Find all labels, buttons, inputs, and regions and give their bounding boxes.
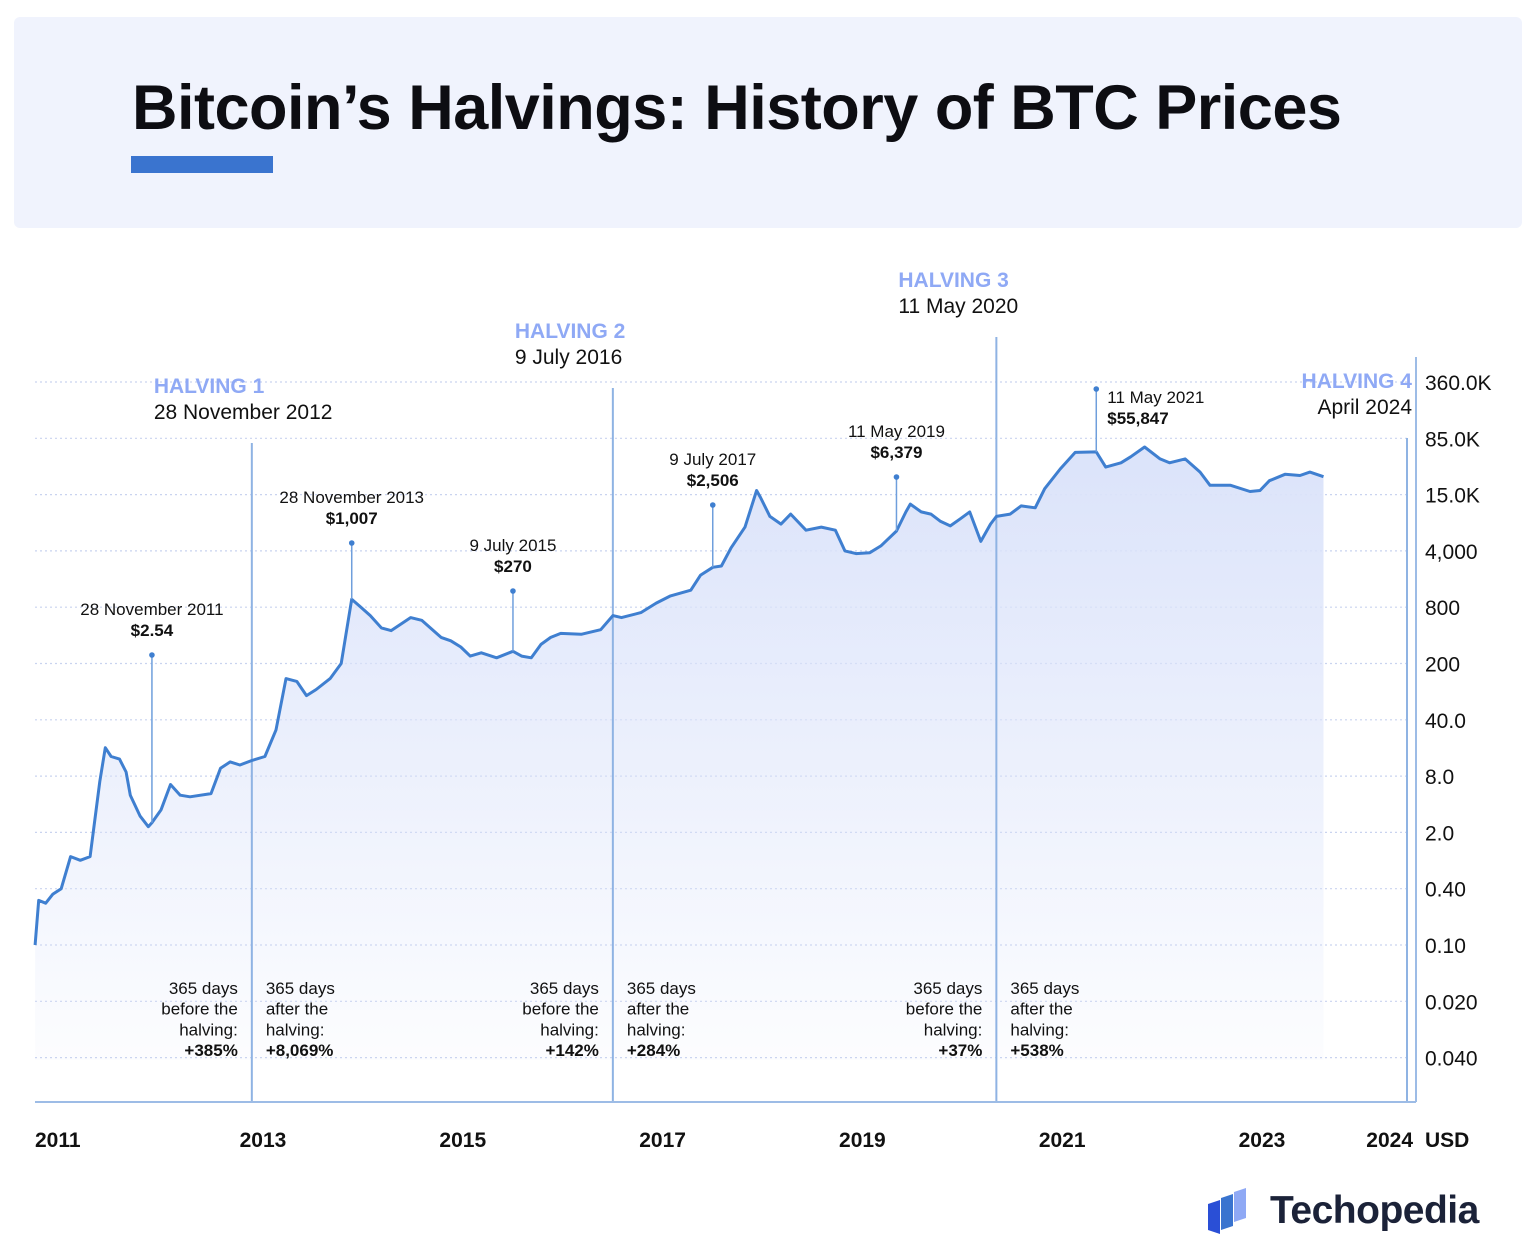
x-tick-label: 2015 bbox=[439, 1129, 486, 1152]
y-tick-label: 15.0K bbox=[1425, 485, 1480, 508]
y-tick-label: 0.020 bbox=[1425, 991, 1478, 1014]
period-note-line: before the bbox=[161, 1000, 238, 1019]
period-note-line: 365 days bbox=[1010, 979, 1079, 998]
annotation-price: $55,847 bbox=[1107, 409, 1168, 428]
period-note-line: after the bbox=[1010, 1000, 1072, 1019]
annotation-price: $1,007 bbox=[326, 509, 378, 528]
annotation-dot bbox=[348, 540, 355, 546]
annotation-price: $6,379 bbox=[870, 443, 922, 462]
title-band bbox=[14, 17, 1522, 228]
period-note-line: 365 days bbox=[530, 979, 599, 998]
period-note-line: +284% bbox=[627, 1041, 680, 1060]
annotation-date: 11 May 2021 bbox=[1107, 388, 1204, 407]
x-tick-label: 2023 bbox=[1239, 1129, 1286, 1152]
x-tick-label: 2013 bbox=[240, 1129, 287, 1152]
period-note-line: halving: bbox=[540, 1020, 599, 1039]
annotation-date: 9 July 2015 bbox=[469, 536, 556, 555]
y-tick-label: 0.40 bbox=[1425, 879, 1466, 902]
x-tick-label: 2021 bbox=[1039, 1129, 1086, 1152]
y-tick-label: 4,000 bbox=[1425, 541, 1478, 564]
halving-label: HALVING 1 bbox=[154, 375, 265, 398]
annotation-dot bbox=[893, 474, 900, 480]
halving-date: 11 May 2020 bbox=[898, 295, 1018, 318]
period-note-line: after the bbox=[266, 1000, 328, 1019]
y-tick-label: 360.0K bbox=[1425, 372, 1492, 395]
period-note-line: +8,069% bbox=[266, 1041, 334, 1060]
halving-date: 9 July 2016 bbox=[515, 346, 622, 369]
page-title: Bitcoin’s Halvings: History of BTC Price… bbox=[132, 73, 1342, 143]
annotation-price: $270 bbox=[494, 557, 532, 576]
x-tick-label: 2017 bbox=[639, 1129, 686, 1152]
annotation-date: 28 November 2011 bbox=[80, 600, 223, 619]
y-tick-label: 200 bbox=[1425, 654, 1460, 677]
annotation-price: $2,506 bbox=[687, 471, 739, 490]
annotation-dot bbox=[149, 652, 155, 658]
y-tick-label: 8.0 bbox=[1425, 766, 1454, 789]
halving-date: April 2024 bbox=[1317, 396, 1412, 419]
x-tick-label: 2011 bbox=[35, 1129, 81, 1152]
techopedia-logo-icon bbox=[1208, 1188, 1246, 1234]
halving-label: HALVING 3 bbox=[898, 269, 1008, 292]
period-note-line: 365 days bbox=[913, 979, 982, 998]
annotation-date: 9 July 2017 bbox=[669, 450, 756, 469]
period-note-line: halving: bbox=[627, 1020, 686, 1039]
period-note-line: 365 days bbox=[627, 979, 696, 998]
y-tick-label: 85.0K bbox=[1425, 428, 1480, 451]
period-note-line: before the bbox=[522, 1000, 599, 1019]
y-tick-label: 2.0 bbox=[1425, 822, 1454, 845]
period-note-line: before the bbox=[906, 1000, 983, 1019]
halving-label: HALVING 2 bbox=[515, 320, 625, 343]
halving-date: 28 November 2012 bbox=[154, 401, 333, 424]
period-note-line: 365 days bbox=[169, 979, 238, 998]
y-tick-label: 0.040 bbox=[1425, 1048, 1478, 1071]
annotation-dot bbox=[709, 502, 716, 508]
y-tick-label: 40.0 bbox=[1425, 710, 1466, 733]
period-note-line: halving: bbox=[179, 1020, 238, 1039]
annotation-dot bbox=[1093, 386, 1100, 392]
period-note-line: +538% bbox=[1010, 1041, 1063, 1060]
period-note-line: halving: bbox=[266, 1020, 325, 1039]
period-note-line: 365 days bbox=[266, 979, 335, 998]
period-note-line: +142% bbox=[545, 1041, 598, 1060]
y-unit-label: USD bbox=[1425, 1129, 1469, 1152]
price-line bbox=[33, 445, 1324, 946]
annotation-date: 28 November 2013 bbox=[279, 488, 424, 507]
title-accent-bar bbox=[131, 156, 273, 173]
period-note-line: +385% bbox=[184, 1041, 237, 1060]
techopedia-logo-text: Techopedia bbox=[1270, 1189, 1479, 1232]
y-tick-label: 800 bbox=[1425, 597, 1460, 620]
annotation-date: 11 May 2019 bbox=[848, 422, 945, 441]
techopedia-logo: Techopedia bbox=[1206, 1186, 1479, 1236]
annotation-dot bbox=[510, 588, 516, 594]
period-note-line: after the bbox=[627, 1000, 689, 1019]
period-note-line: halving: bbox=[924, 1020, 983, 1039]
x-tick-label: 2024 bbox=[1366, 1129, 1413, 1152]
price-area bbox=[35, 447, 1324, 1060]
period-note-line: halving: bbox=[1010, 1020, 1069, 1039]
y-tick-label: 0.10 bbox=[1425, 935, 1466, 958]
x-tick-label: 2019 bbox=[839, 1129, 886, 1152]
annotation-price: $2.54 bbox=[131, 621, 174, 640]
period-note-line: +37% bbox=[938, 1041, 982, 1060]
halving-label: HALVING 4 bbox=[1302, 370, 1413, 393]
